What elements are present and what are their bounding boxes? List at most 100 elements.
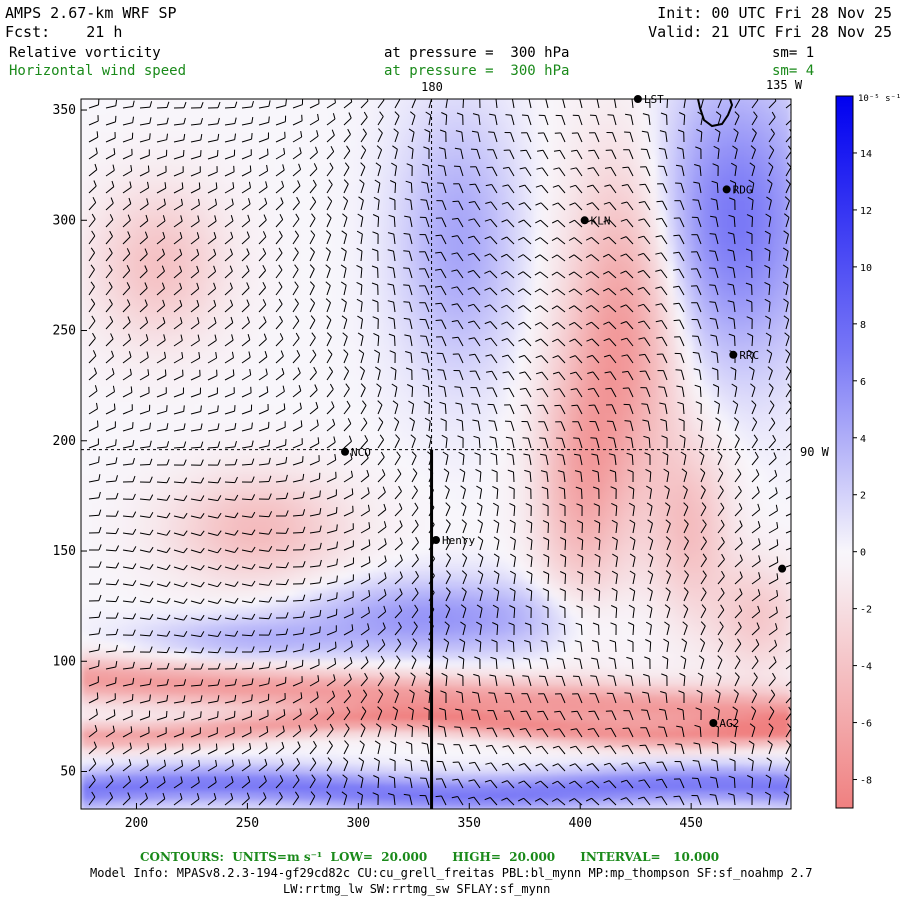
- wind-barb-flag: [709, 233, 716, 235]
- wind-barb: [626, 201, 634, 211]
- wind-barb-flag: [520, 149, 527, 152]
- wind-barb-flag: [456, 112, 463, 116]
- wind-barb: [785, 631, 791, 636]
- wind-barb-flag: [698, 451, 705, 456]
- wind-barb: [411, 524, 419, 534]
- wind-barb-flag: [98, 526, 102, 533]
- wind-barb: [665, 420, 668, 432]
- wind-barb-flag: [534, 288, 541, 293]
- wind-barb-flag: [439, 707, 446, 711]
- wind-barb: [207, 187, 218, 194]
- wind-barb-flag: [149, 133, 151, 140]
- wind-barb: [156, 498, 167, 501]
- wind-barb: [539, 271, 549, 279]
- wind-barb: [88, 373, 97, 381]
- wind-barb-flag: [268, 677, 270, 684]
- wind-barb: [156, 220, 166, 228]
- wind-barb-flag: [675, 164, 682, 167]
- wind-barb-flag: [593, 503, 600, 507]
- wind-barb-flag: [380, 655, 385, 662]
- wind-barb-flag: [115, 562, 120, 569]
- wind-barb: [643, 779, 651, 789]
- wind-barb: [190, 357, 200, 364]
- wind-barb: [173, 498, 184, 502]
- wind-barb: [105, 600, 117, 603]
- wind-barb: [462, 591, 467, 602]
- wind-barb: [326, 597, 337, 602]
- wind-barb-flag: [278, 247, 283, 254]
- wind-barb: [593, 388, 600, 398]
- wind-barb-flag: [534, 305, 541, 310]
- wind-barb: [190, 749, 201, 755]
- wind-barb-flag: [317, 437, 320, 444]
- wind-barb-flag: [673, 268, 680, 271]
- wind-barb: [442, 744, 447, 755]
- wind-barb: [207, 446, 219, 449]
- wind-barb-flag: [775, 606, 778, 613]
- wind-barb-flag: [334, 99, 336, 103]
- wind-barb: [343, 319, 348, 330]
- wind-barb-flag: [145, 214, 149, 221]
- x-tick-label: 350: [458, 816, 481, 831]
- wind-barb-flag: [790, 435, 791, 437]
- wind-barb-flag: [535, 202, 542, 206]
- wind-barb-flag: [336, 592, 338, 599]
- wind-barb-flag: [214, 215, 217, 222]
- wind-barb-flag: [327, 196, 333, 202]
- wind-barb-flag: [455, 130, 462, 133]
- wind-barb: [509, 404, 515, 415]
- wind-barb-flag: [732, 145, 738, 150]
- wind-barb: [309, 389, 318, 398]
- wind-barb: [473, 320, 481, 330]
- wind-barb: [275, 121, 286, 126]
- wind-barb-flag: [455, 708, 462, 711]
- wind-barb-flag: [248, 181, 251, 188]
- wind-barb: [490, 201, 498, 211]
- wind-barb-flag: [336, 575, 338, 582]
- wind-barb-flag: [731, 723, 737, 728]
- wind-barb: [574, 798, 583, 806]
- wind-barb-flag: [163, 759, 166, 766]
- wind-barb-flag: [180, 215, 183, 222]
- wind-barb-flag: [374, 740, 381, 745]
- wind-barb: [425, 778, 430, 789]
- wind-barb: [190, 237, 200, 245]
- wind-barb: [643, 235, 651, 245]
- wind-barb-flag: [476, 621, 482, 626]
- wind-barb-flag: [234, 494, 239, 501]
- wind-barb: [576, 728, 583, 738]
- wind-barb-flag: [552, 763, 559, 767]
- wind-barb-flag: [251, 100, 254, 108]
- wind-barb-flag: [629, 587, 635, 592]
- wind-barb-flag: [749, 162, 755, 167]
- wind-barb-flag: [183, 101, 187, 108]
- wind-barb-flag: [282, 164, 285, 171]
- wind-barb-flag: [574, 470, 581, 473]
- wind-barb: [88, 269, 95, 279]
- wind-barb: [716, 761, 719, 772]
- wind-barb: [473, 303, 481, 313]
- wind-barb: [343, 711, 351, 721]
- wind-barb: [717, 421, 721, 432]
- wind-barb: [440, 269, 447, 279]
- wind-barb-flag: [570, 728, 577, 731]
- wind-barb: [473, 779, 481, 789]
- wind-barb: [785, 424, 791, 432]
- wind-barb-flag: [727, 232, 734, 235]
- wind-barb: [241, 600, 252, 604]
- wind-barb: [542, 388, 549, 398]
- wind-barb: [696, 251, 702, 262]
- wind-barb-flag: [682, 485, 688, 490]
- wind-barb-flag: [217, 101, 221, 108]
- wind-barb: [643, 218, 651, 228]
- wind-barb: [393, 795, 396, 806]
- wind-barb-flag: [612, 553, 618, 558]
- wind-barb: [717, 575, 725, 585]
- wind-barb: [680, 183, 685, 194]
- wind-barb-flag: [540, 98, 546, 99]
- wind-barb: [360, 778, 364, 789]
- wind-barb: [190, 171, 201, 177]
- wind-barb: [122, 236, 131, 245]
- wind-barb-flag: [268, 596, 273, 603]
- wind-barb-flag: [621, 354, 628, 357]
